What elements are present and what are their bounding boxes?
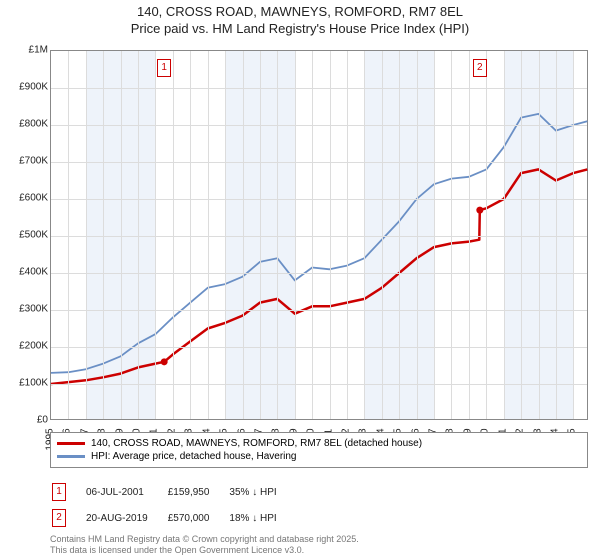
transaction-price: £159,950: [168, 480, 228, 504]
gridline-v: [434, 51, 435, 419]
legend-item-hpi: HPI: Average price, detached house, Have…: [57, 450, 581, 463]
legend-item-price-paid: 140, CROSS ROAD, MAWNEYS, ROMFORD, RM7 8…: [57, 437, 581, 450]
gridline-v: [347, 51, 348, 419]
gridline-v: [225, 51, 226, 419]
y-tick-label: £1M: [29, 45, 48, 56]
gridline-h: [51, 347, 587, 348]
gridline-v: [121, 51, 122, 419]
chart-marker-1: 1: [157, 59, 171, 77]
gridline-v: [68, 51, 69, 419]
gridline-h: [51, 236, 587, 237]
sale-dot: [161, 358, 168, 365]
gridline-v: [556, 51, 557, 419]
gridline-v: [382, 51, 383, 419]
attribution: Contains HM Land Registry data © Crown c…: [50, 534, 359, 556]
transaction-delta: 18% ↓ HPI: [229, 506, 294, 530]
legend-swatch-red: [57, 442, 85, 445]
gridline-v: [260, 51, 261, 419]
attribution-line-1: Contains HM Land Registry data © Crown c…: [50, 534, 359, 545]
legend-swatch-blue: [57, 455, 85, 458]
legend-label-1: 140, CROSS ROAD, MAWNEYS, ROMFORD, RM7 8…: [91, 438, 422, 449]
gridline-h: [51, 310, 587, 311]
gridline-v: [521, 51, 522, 419]
gridline-v: [399, 51, 400, 419]
transaction-row: 2 20-AUG-2019£570,00018% ↓ HPI: [52, 506, 295, 530]
y-tick-label: £500K: [19, 230, 48, 241]
y-tick-label: £600K: [19, 193, 48, 204]
y-tick-label: £0: [37, 415, 48, 426]
gridline-v: [486, 51, 487, 419]
gridline-h: [51, 273, 587, 274]
gridline-v: [469, 51, 470, 419]
transaction-date: 06-JUL-2001: [86, 480, 166, 504]
y-tick-label: £200K: [19, 341, 48, 352]
gridline-h: [51, 125, 587, 126]
transaction-row: 1 06-JUL-2001£159,95035% ↓ HPI: [52, 480, 295, 504]
gridline-v: [86, 51, 87, 419]
gridline-v: [173, 51, 174, 419]
gridline-v: [138, 51, 139, 419]
chart-marker-2: 2: [473, 59, 487, 77]
y-tick-label: £800K: [19, 119, 48, 130]
transaction-price: £570,000: [168, 506, 228, 530]
gridline-h: [51, 384, 587, 385]
gridline-v: [417, 51, 418, 419]
series-line-price_paid: [51, 169, 587, 384]
legend-label-2: HPI: Average price, detached house, Have…: [91, 451, 297, 462]
chart-title: 140, CROSS ROAD, MAWNEYS, ROMFORD, RM7 8…: [0, 0, 600, 38]
title-line-2: Price paid vs. HM Land Registry's House …: [0, 21, 600, 38]
legend: 140, CROSS ROAD, MAWNEYS, ROMFORD, RM7 8…: [50, 432, 588, 468]
gridline-v: [312, 51, 313, 419]
gridline-v: [573, 51, 574, 419]
transaction-marker: 1: [52, 483, 66, 501]
chart-svg: [51, 51, 587, 419]
transactions-table: 1 06-JUL-2001£159,95035% ↓ HPI 2 20-AUG-201…: [50, 478, 297, 532]
gridline-v: [451, 51, 452, 419]
gridline-v: [208, 51, 209, 419]
transaction-marker: 2: [52, 509, 66, 527]
gridline-v: [277, 51, 278, 419]
y-tick-label: £400K: [19, 267, 48, 278]
y-tick-label: £900K: [19, 82, 48, 93]
gridline-h: [51, 88, 587, 89]
gridline-v: [539, 51, 540, 419]
gridline-v: [330, 51, 331, 419]
gridline-v: [190, 51, 191, 419]
title-line-1: 140, CROSS ROAD, MAWNEYS, ROMFORD, RM7 8…: [0, 4, 600, 21]
gridline-h: [51, 199, 587, 200]
gridline-v: [243, 51, 244, 419]
chart-container: 140, CROSS ROAD, MAWNEYS, ROMFORD, RM7 8…: [0, 0, 600, 560]
transaction-date: 20-AUG-2019: [86, 506, 166, 530]
gridline-v: [295, 51, 296, 419]
gridline-v: [103, 51, 104, 419]
gridline-h: [51, 162, 587, 163]
series-line-hpi: [51, 114, 587, 373]
y-tick-label: £300K: [19, 304, 48, 315]
transaction-delta: 35% ↓ HPI: [229, 480, 294, 504]
gridline-v: [155, 51, 156, 419]
gridline-v: [504, 51, 505, 419]
y-tick-label: £100K: [19, 378, 48, 389]
gridline-v: [364, 51, 365, 419]
y-tick-label: £700K: [19, 156, 48, 167]
sale-dot: [476, 207, 483, 214]
attribution-line-2: This data is licensed under the Open Gov…: [50, 545, 359, 556]
plot-area: 12: [50, 50, 588, 420]
